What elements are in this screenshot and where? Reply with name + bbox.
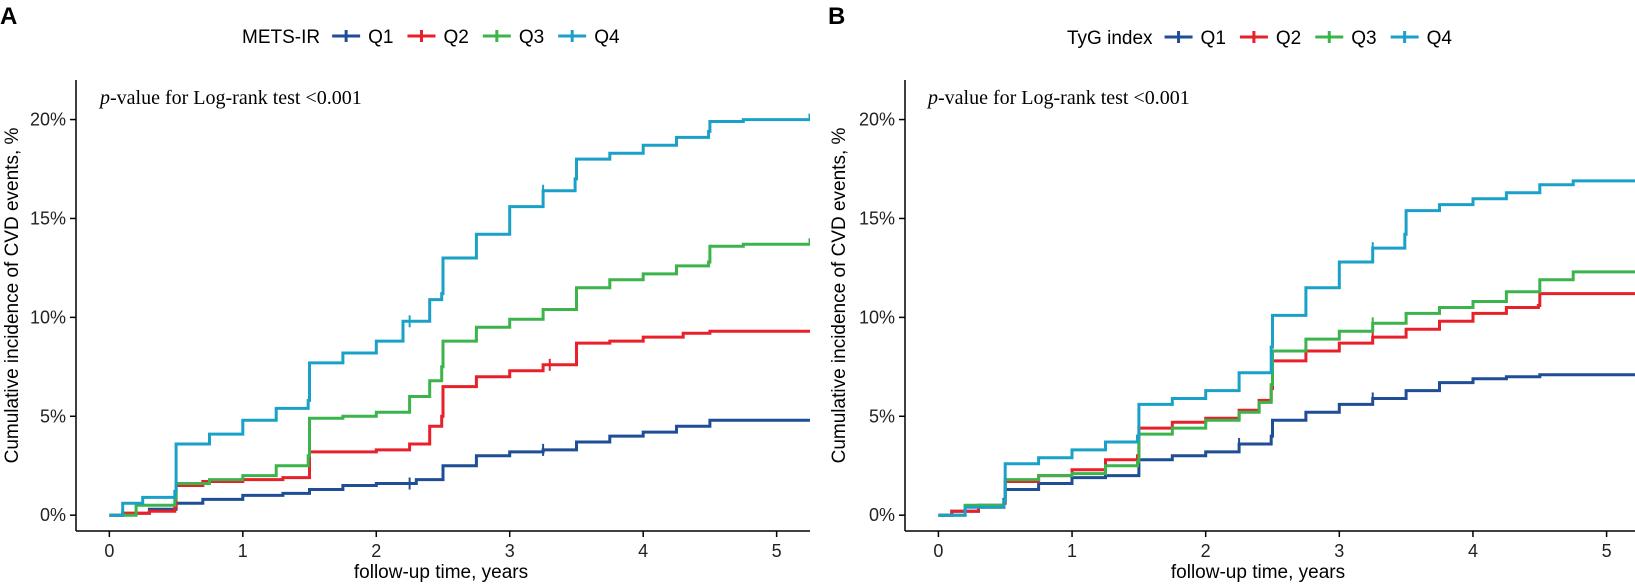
y-axis-title: Cumulative incidence of CVD events, % bbox=[2, 127, 23, 463]
pvalue-text: -value for Log-rank test <0.001 bbox=[938, 87, 1190, 109]
x-tick-label: 4 bbox=[638, 541, 648, 561]
panel-a: A METS-IR Q1 Q2 Q3 Q4 0% 5% 10% 15% 20% 0 1 2 3 4 5 follo… bbox=[0, 3, 810, 583]
x-tick-label: 4 bbox=[1468, 541, 1478, 561]
y-tick-label: 20% bbox=[859, 110, 895, 130]
series-q2-curve bbox=[938, 292, 1635, 517]
y-tick-label: 10% bbox=[30, 307, 66, 327]
legend-key-q3: Q3 bbox=[1315, 28, 1377, 49]
series-q1-curve bbox=[109, 418, 810, 517]
x-tick-label: 0 bbox=[104, 541, 114, 561]
legend-label: Q3 bbox=[519, 27, 544, 48]
pvalue-text: -value for Log-rank test <0.001 bbox=[110, 87, 362, 109]
x-tick-label: 3 bbox=[1334, 541, 1344, 561]
legend-label: Q4 bbox=[594, 27, 620, 48]
legend-key-q4: Q4 bbox=[558, 27, 620, 48]
pvalue-italic: p bbox=[926, 87, 938, 109]
series-q2-curve bbox=[109, 329, 810, 517]
legend: TyG index Q1 Q2 Q3 Q4 bbox=[1067, 28, 1452, 49]
pvalue-italic: p bbox=[98, 87, 110, 109]
y-tick-label: 15% bbox=[859, 208, 895, 228]
x-tick-label: 2 bbox=[1201, 541, 1211, 561]
panel-b: B TyG index Q1 Q2 Q3 Q4 0% 5% 10% 15% 20% 0 1 2 3 4 5 fol… bbox=[828, 3, 1635, 583]
plot-area bbox=[938, 179, 1635, 517]
y-axis-title: Cumulative incidence of CVD events, % bbox=[829, 127, 850, 463]
pvalue-annotation: p-value for Log-rank test <0.001 bbox=[98, 87, 362, 109]
legend-key-q1: Q1 bbox=[1164, 28, 1226, 49]
y-tick-label: 10% bbox=[859, 307, 895, 327]
legend-key-q1: Q1 bbox=[332, 27, 393, 48]
legend-label: Q2 bbox=[1276, 28, 1301, 49]
x-axis-title: follow-up time, years bbox=[1171, 562, 1345, 583]
series-q1-curve bbox=[938, 373, 1635, 517]
legend-title: TyG index bbox=[1067, 28, 1153, 49]
legend: METS-IR Q1 Q2 Q3 Q4 bbox=[242, 27, 620, 48]
legend-key-q3: Q3 bbox=[482, 27, 544, 48]
y-tick-label: 5% bbox=[40, 406, 66, 426]
x-tick-label: 1 bbox=[1067, 541, 1077, 561]
x-tick-label: 2 bbox=[371, 541, 381, 561]
y-tick-label: 0% bbox=[869, 505, 895, 525]
x-tick-label: 5 bbox=[772, 541, 782, 561]
y-tick-label: 0% bbox=[40, 505, 66, 525]
series-q3-curve bbox=[109, 238, 810, 517]
plot-area bbox=[109, 113, 810, 517]
y-tick-label: 20% bbox=[30, 110, 66, 130]
panel-letter: B bbox=[828, 3, 845, 30]
legend-key-q2: Q2 bbox=[1239, 28, 1301, 49]
legend-title: METS-IR bbox=[242, 27, 320, 48]
series-q4-curve bbox=[938, 179, 1635, 517]
legend-key-q4: Q4 bbox=[1390, 28, 1453, 49]
legend-label: Q1 bbox=[368, 27, 393, 48]
legend-label: Q2 bbox=[443, 27, 468, 48]
legend-label: Q4 bbox=[1427, 28, 1453, 49]
legend-key-q2: Q2 bbox=[407, 27, 469, 48]
legend-label: Q1 bbox=[1201, 28, 1226, 49]
x-tick-label: 0 bbox=[933, 541, 943, 561]
panel-letter: A bbox=[0, 3, 17, 30]
x-axis-title: follow-up time, years bbox=[354, 562, 528, 583]
y-tick-label: 5% bbox=[869, 406, 895, 426]
x-tick-label: 3 bbox=[505, 541, 515, 561]
y-tick-label: 15% bbox=[30, 208, 66, 228]
x-tick-label: 5 bbox=[1602, 541, 1612, 561]
x-tick-label: 1 bbox=[238, 541, 248, 561]
series-q3-curve bbox=[938, 270, 1635, 517]
series-q4-curve bbox=[109, 113, 810, 517]
pvalue-annotation: p-value for Log-rank test <0.001 bbox=[926, 87, 1190, 109]
legend-label: Q3 bbox=[1351, 28, 1376, 49]
